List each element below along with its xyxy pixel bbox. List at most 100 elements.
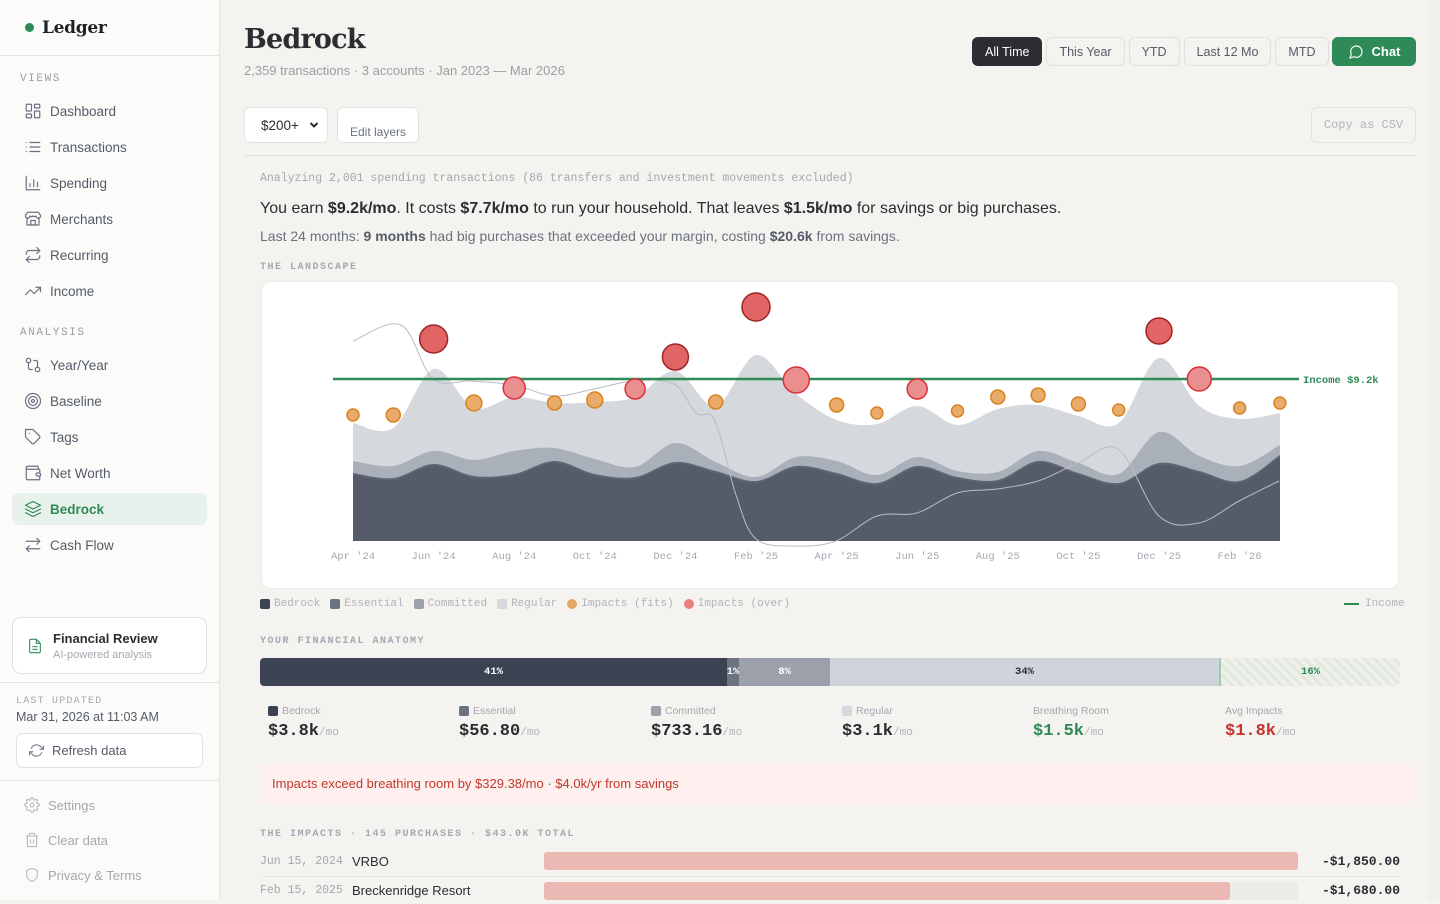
analysis-note: Analyzing 2,001 spending transactions (8…: [260, 172, 854, 185]
impact-over-marker[interactable]: [782, 366, 811, 394]
repeat-icon: [25, 246, 41, 264]
stat-essential: Essential $56.80/mo: [459, 705, 540, 741]
impact-over-marker[interactable]: [906, 378, 928, 400]
sidebar-item-bedrock[interactable]: Bedrock: [12, 493, 207, 525]
stat-breathing-room: Breathing Room $1.5k/mo: [1033, 705, 1109, 741]
impact-row[interactable]: Jun 15, 2024 VRBO -$1,850.00: [260, 847, 1400, 875]
amount-filter-select[interactable]: $200+: [244, 107, 328, 143]
legend-item[interactable]: Impacts (over): [683, 598, 790, 610]
page-title: Bedrock: [244, 24, 365, 55]
legend-item[interactable]: Regular: [497, 598, 557, 610]
range-last-12-mo-button[interactable]: Last 12 Mo: [1183, 37, 1272, 66]
impact-fits-marker[interactable]: [950, 404, 965, 418]
brand[interactable]: Ledger: [0, 0, 219, 56]
sidebar-item-tags[interactable]: Tags: [12, 421, 207, 453]
impact-fits-marker[interactable]: [828, 397, 845, 413]
sidebar-item-transactions[interactable]: Transactions: [12, 131, 207, 163]
sidebar-item-baseline[interactable]: Baseline: [12, 385, 207, 417]
copy-csv-button[interactable]: Copy as CSV: [1311, 107, 1416, 143]
refresh-data-button[interactable]: Refresh data: [16, 733, 203, 768]
sidebar-item-dashboard[interactable]: Dashboard: [12, 95, 207, 127]
settings-link[interactable]: Settings: [24, 797, 95, 813]
legend-swatch-icon: [413, 599, 424, 609]
legend-item[interactable]: Essential: [330, 598, 404, 610]
impact-over-marker[interactable]: [661, 343, 690, 371]
stat-swatch-icon: [842, 706, 852, 716]
impact-bar-fill: [544, 881, 1231, 900]
sidebar-item-label: Spending: [50, 175, 108, 191]
chevron-down-icon: [309, 122, 319, 128]
main-content: Bedrock 2,359 transactions · 3 accounts …: [220, 0, 1440, 900]
refresh-icon: [29, 744, 44, 757]
sidebar-item-label: Year/Year: [50, 357, 109, 373]
impact-fits-marker[interactable]: [1070, 396, 1087, 412]
range-ytd-button[interactable]: YTD: [1128, 37, 1180, 66]
financial-review-card[interactable]: Financial Review AI-powered analysis: [12, 617, 207, 674]
impact-fits-marker[interactable]: [1111, 403, 1126, 417]
impact-fits-marker[interactable]: [1273, 396, 1287, 410]
anatomy-segment-1[interactable]: 1%: [727, 658, 739, 686]
sidebar-item-cash-flow[interactable]: Cash Flow: [12, 529, 207, 561]
stat-value: $1.5k: [1033, 722, 1085, 741]
impact-over-marker[interactable]: [418, 324, 449, 354]
sidebar-item-recurring[interactable]: Recurring: [12, 239, 207, 271]
legend-swatch-icon: [260, 599, 270, 609]
sidebar-item-label: Tags: [50, 429, 79, 445]
anatomy-bar: 41% 1% 8% 34% 16%: [260, 658, 1400, 686]
impact-row[interactable]: Feb 15, 2025 Breckenridge Resort -$1,680.0…: [260, 876, 1400, 904]
impact-fits-marker[interactable]: [465, 394, 483, 412]
impact-over-marker[interactable]: [624, 378, 646, 400]
impact-fits-marker[interactable]: [990, 389, 1006, 405]
leftover-amount: $1.5k/mo: [783, 200, 853, 217]
impact-fits-marker[interactable]: [546, 395, 563, 411]
impact-amount: -$1,680.00: [1321, 883, 1400, 898]
impact-fits-marker[interactable]: [586, 391, 604, 409]
landscape-chart-svg: Income $9.2k Apr '24 Jun '24 Aug '24 Oct '24…: [331, 292, 1379, 563]
target-icon: [24, 392, 42, 410]
tag-icon: [24, 428, 41, 445]
impact-over-marker[interactable]: [1186, 366, 1213, 392]
sidebar-item-income[interactable]: Income: [12, 275, 207, 307]
impact-over-marker[interactable]: [502, 376, 526, 400]
sidebar-item-merchants[interactable]: Merchants: [12, 203, 207, 235]
anatomy-segment-3[interactable]: 34%: [830, 658, 1219, 686]
range-this-year-button[interactable]: This Year: [1046, 37, 1125, 66]
impact-bar-track: [544, 852, 1298, 870]
impact-fits-marker[interactable]: [346, 408, 360, 422]
range-all-time-button[interactable]: All Time: [972, 37, 1043, 66]
page-subtitle: 2,359 transactions · 3 accounts · Jan 20…: [244, 63, 565, 78]
legend-item[interactable]: Committed: [413, 598, 487, 610]
impact-over-marker[interactable]: [1145, 317, 1173, 345]
sidebar-item-year-year[interactable]: Year/Year: [12, 349, 207, 381]
sidebar-item-spending[interactable]: Spending: [12, 167, 207, 199]
anatomy-segment-4[interactable]: 16%: [1219, 658, 1400, 686]
views-section-label: VIEWS: [20, 73, 62, 85]
impact-over-marker[interactable]: [741, 292, 771, 322]
scrollbar[interactable]: [1428, 0, 1440, 900]
legend-swatch-icon: [330, 599, 341, 609]
x-tick-label: Apr '25: [815, 551, 859, 563]
anatomy-segment-2[interactable]: 8%: [739, 658, 830, 686]
impact-fits-marker[interactable]: [385, 407, 402, 423]
edit-layers-button[interactable]: Edit layers: [337, 107, 419, 143]
sidebar-item-label: Dashboard: [50, 103, 117, 119]
privacy-terms-link[interactable]: Privacy & Terms: [24, 867, 142, 883]
impact-fits-marker[interactable]: [1232, 401, 1247, 415]
sidebar-item-net-worth[interactable]: Net Worth: [12, 457, 207, 489]
settings-label: Settings: [48, 797, 95, 813]
legend-item[interactable]: Bedrock: [260, 598, 320, 610]
sidebar: Ledger VIEWS Dashboard Transactions Spen…: [0, 0, 220, 900]
x-tick-label: Feb '25: [734, 551, 778, 563]
anatomy-segment-0[interactable]: 41%: [260, 658, 727, 686]
legend-item[interactable]: Impacts (fits): [567, 598, 674, 610]
landscape-label: THE LANDSCAPE: [260, 262, 358, 273]
range-mtd-button[interactable]: MTD: [1275, 37, 1329, 66]
impact-fits-marker[interactable]: [1030, 387, 1046, 403]
stat-unit: /mo: [520, 727, 541, 739]
chat-button[interactable]: Chat: [1332, 37, 1416, 66]
impact-fits-marker[interactable]: [870, 406, 884, 420]
clear-data-link[interactable]: Clear data: [24, 832, 108, 848]
impact-fits-marker[interactable]: [707, 394, 724, 410]
sidebar-item-label: Bedrock: [50, 501, 105, 517]
shield-icon: [26, 867, 38, 883]
